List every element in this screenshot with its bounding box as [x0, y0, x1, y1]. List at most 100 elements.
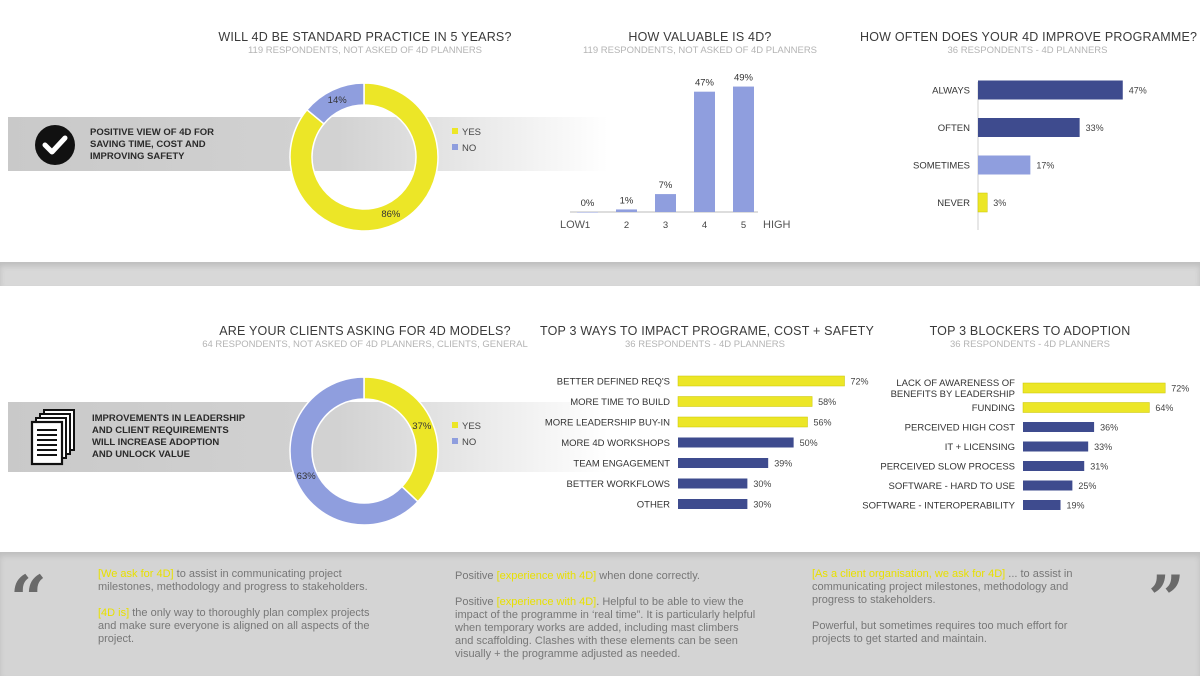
bar-data-label: 19%	[1067, 501, 1085, 511]
legend-swatch-no	[452, 438, 458, 444]
quote-highlight: [experience with 4D]	[496, 596, 597, 608]
bar-perceived-high-cost	[1023, 422, 1095, 432]
category-label: OFTEN	[938, 123, 970, 134]
category-label: BETTER DEFINED REQ'S	[557, 377, 670, 388]
category-label: PERCEIVED SLOW PROCESS	[880, 462, 1015, 473]
chart-title: TOP 3 BLOCKERS TO ADOPTION	[929, 324, 1131, 338]
high-axis-label: HIGH	[763, 219, 791, 231]
bar-perceived-slow-process	[1023, 461, 1085, 471]
quote-paragraph: Positive [experience with 4D]. Helpful t…	[455, 596, 760, 661]
bar-data-label: 56%	[814, 418, 832, 428]
bar-always	[978, 80, 1123, 100]
bar-data-label: 47%	[695, 78, 715, 89]
improvements-line: AND UNLOCK VALUE	[92, 449, 190, 460]
bar-data-label: 17%	[1036, 161, 1054, 171]
category-label: NEVER	[937, 198, 970, 209]
bar-sometimes	[978, 155, 1031, 175]
bar-data-label: 47%	[1129, 86, 1147, 96]
bar-data-label: 50%	[800, 438, 818, 448]
bar-3	[655, 194, 676, 212]
chart-subtitle: 64 RESPONDENTS, NOT ASKED OF 4D PLANNERS…	[202, 339, 528, 350]
category-label: SOMETIMES	[913, 161, 970, 172]
close-quote-icon: ”	[1148, 562, 1185, 637]
low-axis-label: LOW	[560, 219, 586, 231]
bar-data-label: 33%	[1086, 123, 1104, 133]
donut-data-label: 63%	[297, 471, 317, 482]
category-label: SOFTWARE - INTEROPERABILITY	[862, 501, 1015, 512]
quote-highlight: [We ask for 4D]	[98, 568, 174, 580]
bar-4	[694, 91, 715, 212]
improvements-text: IMPROVEMENTS IN LEADERSHIP AND CLIENT RE…	[92, 413, 245, 461]
bar-it-licensing	[1023, 441, 1089, 452]
quote-highlight: [As a client organisation, we ask for 4D…	[812, 568, 1006, 580]
legend-swatch-yes	[452, 128, 458, 134]
bar-funding	[1022, 402, 1150, 413]
chart-title: TOP 3 WAYS TO IMPACT PROGRAME, COST + SA…	[540, 324, 874, 338]
legend-label: YES	[462, 127, 481, 138]
category-label: FUNDING	[972, 403, 1015, 414]
chart-title: ARE YOUR CLIENTS ASKING FOR 4D MODELS?	[219, 324, 511, 338]
quote-text-run: to assist in communicating project miles…	[98, 568, 368, 593]
x-tick-label: 2	[624, 220, 629, 231]
bar-data-label: 58%	[818, 397, 836, 407]
check-circle-icon	[35, 125, 75, 165]
category-label: MORE LEADERSHIP BUY-IN	[545, 418, 670, 429]
chart-subtitle: 119 RESPONDENTS, NOT ASKED OF 4D PLANNER…	[582, 45, 818, 56]
donut-slice-no	[289, 376, 420, 526]
chart-title: HOW VALUABLE IS 4D?	[628, 30, 772, 44]
positive-view-text: POSITIVE VIEW OF 4D FOR SAVING TIME, COS…	[90, 127, 214, 163]
quote-paragraph: [4D is] the only way to thoroughly plan …	[98, 607, 388, 646]
category-label: PERCEIVED HIGH COST	[905, 423, 1016, 434]
donut-slice-no	[305, 82, 365, 125]
bar-more-leadership-buy-in	[677, 416, 808, 428]
quote-paragraph: [As a client organisation, we ask for 4D…	[812, 568, 1097, 607]
category-label: OTHER	[637, 500, 670, 511]
donut-data-label: 14%	[328, 95, 348, 106]
positive-view-line: SAVING TIME, COST AND	[90, 139, 206, 150]
quote-paragraph: [We ask for 4D] to assist in communicati…	[98, 568, 388, 594]
quote-column-1: [We ask for 4D] to assist in communicati…	[98, 568, 388, 646]
bar-data-label: 39%	[774, 459, 792, 469]
quote-text-run: the only way to thoroughly plan complex …	[98, 607, 370, 645]
bar-often	[978, 118, 1080, 137]
documents-icon	[30, 409, 75, 466]
bar-team-engagement	[678, 458, 769, 468]
bar-better-defined-req-s	[677, 375, 845, 387]
bar-data-label: 72%	[1171, 384, 1189, 394]
bar-data-label: 3%	[993, 198, 1006, 208]
improve-programme-bar-chart: ALWAYS 47% OFTEN 33% SOMETIMES 17% NEVER 3%	[913, 80, 1147, 230]
legend-label: YES	[462, 421, 481, 432]
chart-subtitle: 36 RESPONDENTS - 4D PLANNERS	[950, 339, 1110, 350]
x-tick-label: 5	[741, 220, 746, 231]
bar-1	[577, 212, 598, 213]
bar-data-label: 25%	[1078, 481, 1096, 491]
bar-software-interoperability	[1023, 500, 1061, 510]
quote-text-run: ... to assist in communicating project m…	[812, 568, 1073, 606]
open-quote-icon: “	[10, 562, 47, 637]
category-label: IT + LICENSING	[945, 442, 1015, 453]
chart-subtitle: 36 RESPONDENTS - 4D PLANNERS	[625, 339, 785, 350]
donut-data-label: 86%	[381, 209, 401, 220]
improvements-line: IMPROVEMENTS IN LEADERSHIP	[92, 413, 246, 424]
bar-data-label: 72%	[851, 377, 869, 387]
legend-swatch-yes	[452, 422, 458, 428]
bar-2	[616, 209, 637, 212]
positive-view-line: IMPROVING SAFETY	[90, 151, 185, 162]
bar-data-label: 49%	[734, 73, 754, 84]
standard-practice-donut-chart: 86% 14% YES NO	[289, 82, 481, 232]
quote-highlight: [4D is]	[98, 607, 130, 619]
donut-slice-yes	[289, 82, 439, 232]
donut-slice-yes	[363, 376, 439, 503]
chart-subtitle: 119 RESPONDENTS, NOT ASKED OF 4D PLANNER…	[247, 45, 483, 56]
bar-other	[678, 499, 748, 509]
category-label: MORE 4D WORKSHOPS	[561, 438, 670, 449]
quote-text-run: when done correctly.	[596, 570, 700, 582]
chart-subtitle: 36 RESPONDENTS - 4D PLANNERS	[947, 45, 1108, 56]
category-label: BENEFITS BY LEADERSHIP	[891, 389, 1015, 400]
chart-title: WILL 4D BE STANDARD PRACTICE IN 5 YEARS?	[218, 30, 512, 44]
clients-asking-donut-chart: 37% 63% YES NO	[289, 376, 481, 526]
quote-text-run: Positive	[455, 570, 497, 582]
category-label: ALWAYS	[932, 86, 970, 97]
bar-data-label: 30%	[753, 479, 771, 489]
